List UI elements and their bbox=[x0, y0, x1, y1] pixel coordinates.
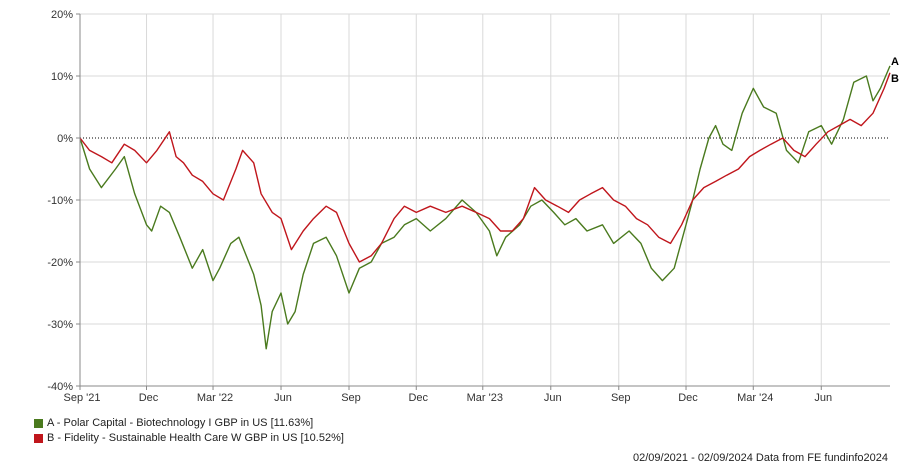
x-tick-labels: Sep '21 Dec Mar '22 Jun Sep Dec Mar '23 Jun Sep D… bbox=[64, 392, 833, 404]
legend: A - Polar Capital - Biotechnology I GBP … bbox=[34, 416, 344, 446]
legend-item-b: B - Fidelity - Sustainable Health Care W… bbox=[34, 431, 344, 446]
x-tick-label: Mar '22 bbox=[197, 392, 233, 404]
y-tick-label: 20% bbox=[51, 9, 73, 21]
y-tick-label: -20% bbox=[47, 257, 73, 269]
y-tick-label: 0% bbox=[57, 133, 73, 145]
x-tick-label: Mar '24 bbox=[737, 392, 773, 404]
x-tick-label: Sep '21 bbox=[64, 392, 101, 404]
legend-label-b: B - Fidelity - Sustainable Health Care W… bbox=[47, 432, 344, 444]
y-tick-label: -10% bbox=[47, 195, 73, 207]
grid-lines bbox=[79, 13, 890, 387]
series-line-b bbox=[79, 72, 891, 263]
x-tick-label: Sep bbox=[341, 392, 361, 404]
legend-swatch-a bbox=[34, 419, 43, 428]
x-tick-label: Jun bbox=[274, 392, 292, 404]
x-tick-label: Jun bbox=[544, 392, 562, 404]
legend-label-a: A - Polar Capital - Biotechnology I GBP … bbox=[47, 417, 314, 429]
x-tick-label: Mar '23 bbox=[467, 392, 503, 404]
series-line-a bbox=[79, 65, 891, 350]
x-tick-label: Dec bbox=[678, 392, 698, 404]
legend-item-a: A - Polar Capital - Biotechnology I GBP … bbox=[34, 416, 344, 431]
x-tick-label: Sep bbox=[611, 392, 631, 404]
y-tick-labels: 20% 10% 0% -10% -20% -30% -40% bbox=[47, 9, 73, 393]
performance-chart: 20% 10% 0% -10% -20% -30% -40% Sep '21 Dec Mar '… bbox=[47, 9, 899, 404]
series-end-labels: AB bbox=[891, 56, 899, 85]
legend-swatch-b bbox=[34, 434, 43, 443]
x-tick-label: Dec bbox=[139, 392, 159, 404]
y-tick-label: 10% bbox=[51, 71, 73, 83]
axes bbox=[76, 13, 890, 390]
x-tick-label: Jun bbox=[814, 392, 832, 404]
series-end-label-a: A bbox=[891, 56, 899, 68]
x-tick-label: Dec bbox=[408, 392, 428, 404]
series-end-label-b: B bbox=[891, 73, 899, 85]
footer-source: 02/09/2021 - 02/09/2024 Data from FE fun… bbox=[632, 452, 888, 464]
y-tick-label: -40% bbox=[47, 381, 73, 393]
series-lines bbox=[79, 65, 891, 350]
y-tick-label: -30% bbox=[47, 319, 73, 331]
